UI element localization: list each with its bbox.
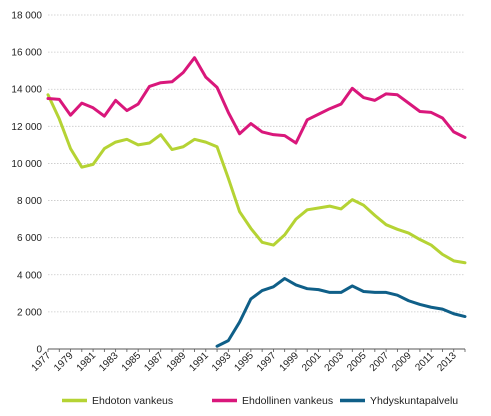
x-tick-label: 1977 — [30, 350, 54, 374]
series-lines — [46, 56, 467, 348]
gridlines — [48, 14, 465, 313]
x-tick-label: 2007 — [368, 350, 392, 374]
y-tick-label: 12 000 — [11, 122, 42, 133]
series-line-1 — [46, 93, 467, 265]
x-tick-label: 1993 — [210, 350, 234, 374]
legend: Ehdoton vankeus Ehdollinen vankeus Yhdysku… — [62, 395, 458, 407]
axes — [47, 348, 466, 352]
y-tick-label: 6 000 — [17, 233, 42, 244]
series-line-3 — [215, 276, 467, 348]
y-tick-label: 2 000 — [17, 307, 42, 318]
x-tick-label: 1979 — [52, 350, 76, 374]
y-axis-tick-labels: 0 2 000 4 000 6 000 8 000 10 000 12 000 14 000 1… — [11, 11, 42, 356]
y-tick-label: 4 000 — [17, 270, 42, 281]
y-tick-label: 0 — [36, 345, 42, 356]
x-tick-label: 1995 — [232, 350, 256, 374]
x-tick-label: 1991 — [187, 350, 211, 374]
x-tick-label: 2013 — [435, 350, 459, 374]
x-tick-label: 1997 — [255, 350, 279, 374]
y-tick-label: 18 000 — [11, 11, 42, 22]
x-tick-label: 2001 — [300, 350, 324, 374]
y-tick-label: 16 000 — [11, 48, 42, 59]
x-tick-label: 1989 — [165, 350, 189, 374]
legend-label-1: Ehdoton vankeus — [92, 395, 173, 407]
x-tick-label: 2005 — [345, 350, 369, 374]
x-tick-label: 1985 — [120, 350, 144, 374]
x-tick-label: 2003 — [323, 350, 347, 374]
x-axis-tick-labels: 1977 1979 1981 1983 1985 1987 1989 1991 1993 1995… — [30, 350, 460, 374]
x-tick-label: 2011 — [413, 350, 436, 373]
x-tick-label: 1999 — [278, 350, 302, 374]
x-tick-label: 1987 — [142, 350, 166, 374]
y-tick-label: 8 000 — [17, 196, 42, 207]
series-line-2 — [46, 56, 467, 145]
x-tick-label: 2009 — [390, 350, 414, 374]
x-tick-label: 1981 — [75, 350, 99, 374]
y-tick-label: 14 000 — [11, 85, 42, 96]
x-tick-label: 1983 — [97, 350, 121, 374]
legend-label-3: Yhdyskuntapalvelu — [370, 395, 458, 407]
y-tick-label: 10 000 — [11, 159, 42, 170]
legend-label-2: Ehdollinen vankeus — [242, 395, 333, 407]
